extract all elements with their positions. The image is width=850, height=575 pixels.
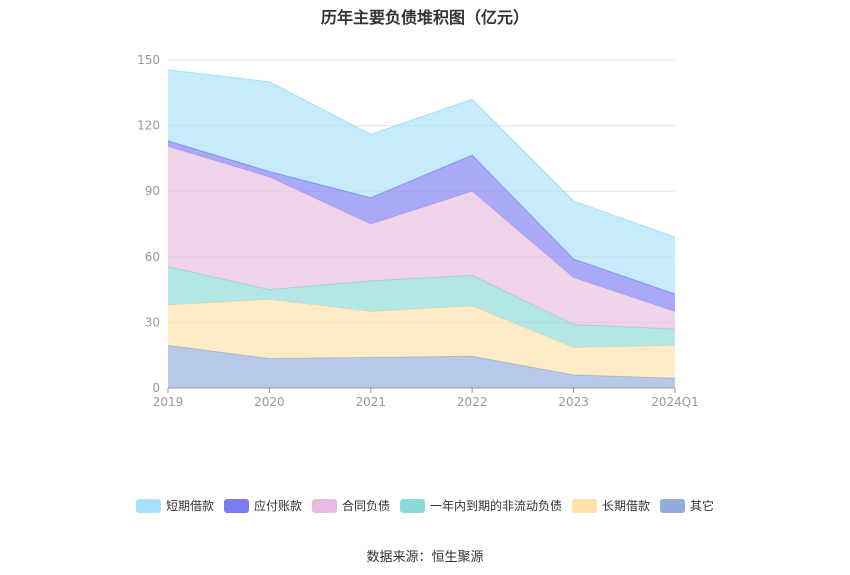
legend-swatch [400,498,425,513]
legend-label: 其它 [690,499,715,513]
chart-legend: 短期借款 应付账款 合同负债 一年内到期的非流动负债 长期借款 其它 [0,497,850,514]
area-series-3 [168,146,675,329]
legend-swatch [311,498,337,513]
legend-swatch [135,498,161,513]
legend-item[interactable]: 应付账款 [223,497,302,514]
area-series-4 [168,140,675,312]
area-series-edge-4 [167,140,676,295]
legend-swatch [660,498,686,513]
y-tick-label: 150 [137,53,160,67]
area-series-2 [168,266,675,348]
area-series-1 [168,299,675,379]
chart-title: 历年主要负债堆积图（亿元） [320,8,529,27]
legend-label: 一年内到期的非流动负债 [430,499,563,513]
area-series-0 [168,345,675,388]
x-tick-label: 2021 [356,395,387,409]
x-tick-label: 2020 [254,395,285,409]
y-tick-label: 90 [145,184,160,198]
legend-item[interactable]: 长期借款 [572,497,650,514]
legend-swatch [572,498,598,513]
y-tick-label: 120 [137,119,160,133]
x-tick-label: 2023 [558,395,589,409]
legend-item[interactable]: 其它 [660,497,714,514]
y-tick-label: 0 [152,381,160,395]
y-tick-label: 30 [145,315,160,329]
area-series-5 [168,69,675,294]
legend-label: 短期借款 [165,499,214,513]
legend-label: 合同负债 [341,499,390,513]
area-series-edge-5 [167,69,676,238]
y-tick-label: 60 [145,250,160,264]
legend-label: 应付账款 [253,499,302,513]
legend-swatch [223,498,249,513]
legend-item[interactable]: 短期借款 [135,497,214,514]
x-tick-label: 2022 [457,395,488,409]
data-source-note: 数据来源：恒生聚源 [366,550,484,565]
x-tick-label: 2024Q1 [651,395,699,409]
legend-label: 长期借款 [602,499,651,513]
area-series-edge-1 [167,298,676,349]
legend-item[interactable]: 一年内到期的非流动负债 [400,497,562,514]
x-tick-label: 2019 [153,395,184,409]
legend-item[interactable]: 合同负债 [311,497,390,514]
